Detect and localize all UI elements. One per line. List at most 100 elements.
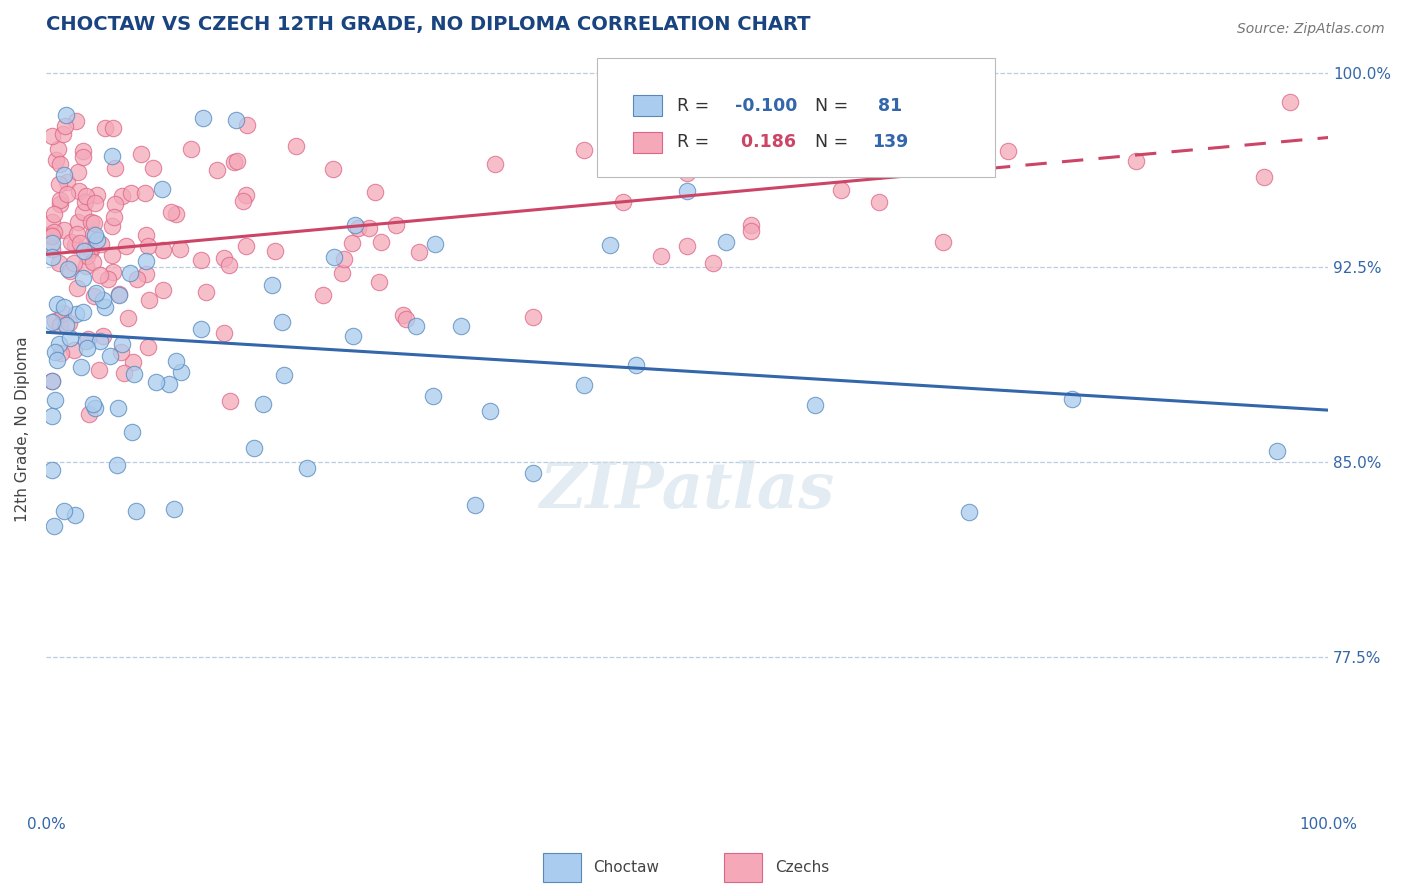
- Text: CHOCTAW VS CZECH 12TH GRADE, NO DIPLOMA CORRELATION CHART: CHOCTAW VS CZECH 12TH GRADE, NO DIPLOMA …: [46, 15, 810, 34]
- Point: [122, 367, 145, 381]
- Text: R =: R =: [678, 96, 716, 115]
- Point: [48, 256, 70, 270]
- Point: [574, 143, 596, 157]
- Point: [41, 374, 63, 388]
- Point: [44, 392, 66, 407]
- Point: [94, 300, 117, 314]
- Point: [42, 207, 65, 221]
- Point: [363, 185, 385, 199]
- Point: [67, 184, 90, 198]
- Point: [134, 186, 156, 200]
- Point: [82, 227, 104, 241]
- Point: [65, 307, 87, 321]
- Point: [180, 142, 202, 156]
- Point: [79, 407, 101, 421]
- Point: [55, 108, 77, 122]
- Point: [63, 508, 86, 523]
- Point: [932, 235, 955, 249]
- Point: [87, 363, 110, 377]
- Point: [112, 366, 135, 380]
- Point: [322, 162, 344, 177]
- Point: [295, 461, 318, 475]
- Point: [285, 139, 308, 153]
- Point: [86, 188, 108, 202]
- Text: Czechs: Czechs: [775, 860, 830, 875]
- Point: [145, 375, 167, 389]
- Text: N =: N =: [814, 134, 853, 152]
- Point: [121, 425, 143, 440]
- Point: [46, 297, 69, 311]
- Point: [1060, 392, 1083, 406]
- Point: [62, 343, 84, 358]
- Point: [830, 183, 852, 197]
- Point: [80, 215, 103, 229]
- Text: 139: 139: [872, 134, 908, 152]
- Point: [83, 401, 105, 415]
- Point: [62, 256, 84, 270]
- Point: [59, 235, 82, 250]
- Point: [676, 166, 699, 180]
- Point: [77, 332, 100, 346]
- Point: [957, 505, 980, 519]
- Point: [714, 235, 737, 249]
- Point: [59, 331, 82, 345]
- Point: [58, 316, 80, 330]
- Text: 81: 81: [872, 96, 903, 115]
- Point: [395, 312, 418, 326]
- Point: [72, 271, 94, 285]
- Point: [100, 149, 122, 163]
- Point: [52, 306, 75, 320]
- Point: [114, 239, 136, 253]
- Point: [66, 227, 89, 241]
- Point: [676, 184, 699, 198]
- Point: [270, 315, 292, 329]
- Text: Choctaw: Choctaw: [593, 860, 659, 875]
- Point: [522, 467, 544, 481]
- Point: [108, 287, 131, 301]
- Point: [58, 264, 80, 278]
- Point: [70, 360, 93, 375]
- Point: [740, 218, 762, 232]
- Point: [368, 275, 391, 289]
- Point: [110, 345, 132, 359]
- Point: [65, 237, 87, 252]
- Point: [163, 501, 186, 516]
- Point: [243, 441, 266, 455]
- Point: [41, 374, 63, 388]
- Text: 0.186: 0.186: [735, 134, 796, 152]
- Point: [333, 252, 356, 267]
- Point: [105, 458, 128, 473]
- Point: [46, 352, 69, 367]
- Point: [41, 235, 63, 250]
- Point: [120, 186, 142, 200]
- Point: [41, 251, 63, 265]
- Point: [91, 328, 114, 343]
- Point: [55, 318, 77, 333]
- Point: [650, 249, 672, 263]
- Point: [44, 345, 66, 359]
- Point: [422, 389, 444, 403]
- Point: [75, 195, 97, 210]
- Point: [41, 463, 63, 477]
- Point: [58, 262, 80, 277]
- Point: [190, 253, 212, 268]
- Point: [165, 207, 187, 221]
- Point: [165, 354, 187, 368]
- Point: [41, 128, 63, 143]
- Point: [740, 224, 762, 238]
- Point: [53, 119, 76, 133]
- Point: [90, 236, 112, 251]
- Point: [384, 218, 406, 232]
- Point: [205, 163, 228, 178]
- Point: [212, 326, 235, 340]
- Point: [624, 359, 647, 373]
- Point: [1253, 169, 1275, 184]
- Point: [138, 293, 160, 308]
- Point: [66, 281, 89, 295]
- Point: [107, 401, 129, 416]
- Point: [135, 254, 157, 268]
- Point: [48, 337, 70, 351]
- Point: [190, 322, 212, 336]
- Point: [193, 111, 215, 125]
- Point: [125, 504, 148, 518]
